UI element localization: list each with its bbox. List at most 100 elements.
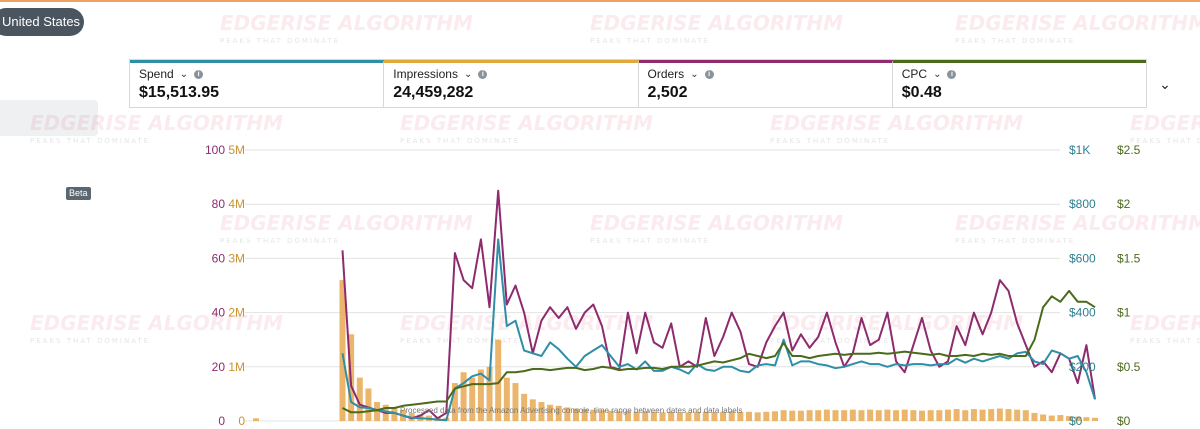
impressions-bar — [1048, 415, 1055, 421]
impressions-bar — [633, 411, 640, 421]
impressions-bar — [1022, 410, 1029, 421]
watermark-subtext: PEAKS THAT DOMINATE — [1130, 337, 1200, 345]
axis-ticks: 100 80 60 40 20 0 5M 4M 3M 2M 1M 0 $1K $800 $600 $400 $2… — [205, 143, 1141, 428]
impressions-bar — [944, 409, 951, 421]
info-icon[interactable]: i — [194, 69, 204, 79]
watermark-text: EDGERISE ALGORITHM — [770, 111, 1023, 135]
cpc-tick-label: $1.5 — [1117, 251, 1141, 265]
info-icon[interactable]: i — [704, 69, 714, 79]
impressions-bar — [624, 411, 631, 421]
orders-line — [341, 189, 1096, 420]
impressions-bar — [529, 399, 536, 421]
impressions-bar — [858, 410, 865, 421]
impressions-bar — [1031, 412, 1038, 421]
watermark-text: EDGERISE ALGORITHM — [955, 11, 1200, 35]
impressions-bar — [815, 410, 822, 421]
metric-label: Orders — [647, 67, 685, 81]
impressions-bar — [832, 410, 839, 421]
watermark-subtext: PEAKS THAT DOMINATE — [955, 37, 1075, 45]
impressions-bar — [676, 412, 683, 421]
impressions-bar — [711, 412, 718, 421]
orders-tick-label: 60 — [212, 251, 226, 265]
cpc-tick-label: $0.5 — [1117, 360, 1141, 374]
impressions-bar — [754, 412, 761, 421]
impressions-bar — [607, 410, 614, 421]
impressions-bar — [720, 411, 727, 421]
impressions-bar — [1040, 414, 1047, 421]
watermark-text: EDGERISE ALGORITHM — [770, 311, 1023, 335]
metric-value: 2,502 — [647, 84, 688, 101]
chevron-down-icon[interactable]: ⌄ — [179, 68, 189, 80]
impressions-bar — [780, 410, 787, 421]
impressions-bar — [1092, 417, 1098, 421]
impressions-bar — [339, 280, 346, 421]
cpc-tick-label: $2 — [1117, 197, 1131, 211]
beta-badge: Beta — [66, 187, 91, 200]
metric-card-orders[interactable]: Orders ⌄ i 2,502 — [638, 60, 893, 107]
metrics-summary-bar: Spend ⌄ i $15,513.95 Impressions ⌄ i 24,459,… — [129, 59, 1147, 108]
orders-tick-label: 80 — [212, 197, 226, 211]
metric-value: $15,513.95 — [139, 84, 220, 101]
cpc-line — [342, 289, 1096, 414]
watermark-text: EDGERISE ALGORITHM — [30, 111, 283, 135]
watermark-subtext: PEAKS THAT DOMINATE — [220, 237, 340, 245]
watermark-subtext: PEAKS THAT DOMINATE — [400, 137, 520, 145]
watermark-subtext: PEAKS THAT DOMINATE — [590, 37, 710, 45]
impressions-bar — [988, 409, 995, 421]
watermark-subtext: PEAKS THAT DOMINATE — [30, 137, 150, 145]
info-icon[interactable]: i — [947, 69, 957, 79]
chevron-down-icon[interactable]: ⌄ — [933, 68, 942, 80]
impressions-bar — [1074, 416, 1081, 421]
impressions-bar — [694, 411, 701, 421]
impressions-bar — [564, 407, 571, 421]
watermark-text: EDGERISE ALGORITHM — [400, 111, 653, 135]
impressions-bar — [936, 410, 943, 421]
impressions-bar — [486, 366, 493, 421]
impressions-bar — [806, 410, 813, 421]
impressions-bar — [979, 409, 986, 421]
impressions-bar — [573, 408, 580, 421]
spend-tick-label: $1K — [1069, 143, 1090, 157]
metric-value: 24,459,282 — [393, 84, 474, 101]
watermark-layer: EDGERISE ALGORITHM PEAKS THAT DOMINATE EDG… — [30, 11, 1200, 345]
metric-card-cpc[interactable]: CPC ⌄ i $0.48 — [892, 60, 1146, 107]
impressions-tick-label: 0 — [238, 414, 245, 428]
watermark-subtext: PEAKS THAT DOMINATE — [770, 137, 890, 145]
impressions-bar — [867, 409, 874, 421]
impressions-bar — [365, 388, 372, 421]
impressions-bars — [253, 280, 1098, 421]
watermark-text: EDGERISE ALGORITHM — [30, 311, 283, 335]
impressions-bar — [737, 411, 744, 421]
sidebar-selected-item[interactable] — [0, 100, 98, 136]
impressions-bar — [1057, 415, 1064, 421]
impressions-bar — [910, 410, 917, 421]
impressions-bar — [841, 410, 848, 421]
impressions-bar — [460, 372, 467, 421]
cpc-tick-label: $2.5 — [1117, 143, 1141, 157]
impressions-bar — [598, 410, 605, 421]
watermark-subtext: PEAKS THAT DOMINATE — [400, 337, 520, 345]
impressions-tick-label: 2M — [228, 306, 245, 320]
impressions-bar — [581, 409, 588, 421]
marketplace-selector[interactable]: United States — [0, 8, 84, 36]
impressions-bar — [875, 410, 882, 421]
chevron-down-icon[interactable]: ⌄ — [1159, 76, 1171, 92]
watermark-subtext: PEAKS THAT DOMINATE — [30, 337, 150, 345]
impressions-bar — [1005, 409, 1012, 421]
metric-card-impressions[interactable]: Impressions ⌄ i 24,459,282 — [384, 60, 639, 107]
metric-card-spend[interactable]: Spend ⌄ i $15,513.95 — [130, 60, 385, 107]
impressions-bar — [650, 411, 657, 421]
metric-label: Impressions — [393, 67, 458, 81]
impressions-bar — [590, 409, 597, 421]
chevron-down-icon[interactable]: ⌄ — [690, 68, 699, 80]
impressions-bar — [919, 410, 926, 421]
chevron-down-icon[interactable]: ⌄ — [463, 68, 473, 80]
info-icon[interactable]: i — [478, 69, 488, 79]
impressions-bar — [927, 410, 934, 421]
watermark-subtext: PEAKS THAT DOMINATE — [1130, 137, 1200, 145]
watermark-subtext: PEAKS THAT DOMINATE — [220, 37, 340, 45]
watermark-text: EDGERISE ALGORITHM — [590, 211, 843, 235]
orders-tick-label: 20 — [212, 360, 226, 374]
impressions-bar — [771, 411, 778, 421]
impressions-bar — [996, 408, 1003, 421]
